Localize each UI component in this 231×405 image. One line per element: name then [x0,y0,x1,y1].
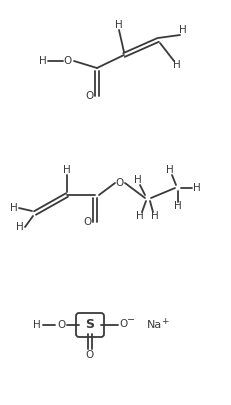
Text: O: O [86,91,94,101]
Text: H: H [136,211,144,221]
Text: H: H [151,211,159,221]
Text: H: H [174,201,182,211]
Text: H: H [193,183,201,193]
Text: H: H [179,25,187,35]
Text: +: + [161,316,169,326]
Text: O: O [120,319,128,329]
Text: O: O [57,320,65,330]
Text: H: H [10,203,18,213]
Text: H: H [134,175,142,185]
Text: −: − [127,315,135,325]
FancyBboxPatch shape [76,313,104,337]
Text: H: H [39,56,47,66]
Text: O: O [116,178,124,188]
Text: Na: Na [147,320,163,330]
Text: H: H [173,60,181,70]
Text: H: H [63,165,71,175]
Text: H: H [16,222,24,232]
Text: O: O [84,217,92,227]
Text: H: H [166,165,174,175]
Text: H: H [115,20,123,30]
Text: O: O [86,350,94,360]
Text: S: S [85,318,94,332]
Text: O: O [64,56,72,66]
Text: H: H [33,320,41,330]
